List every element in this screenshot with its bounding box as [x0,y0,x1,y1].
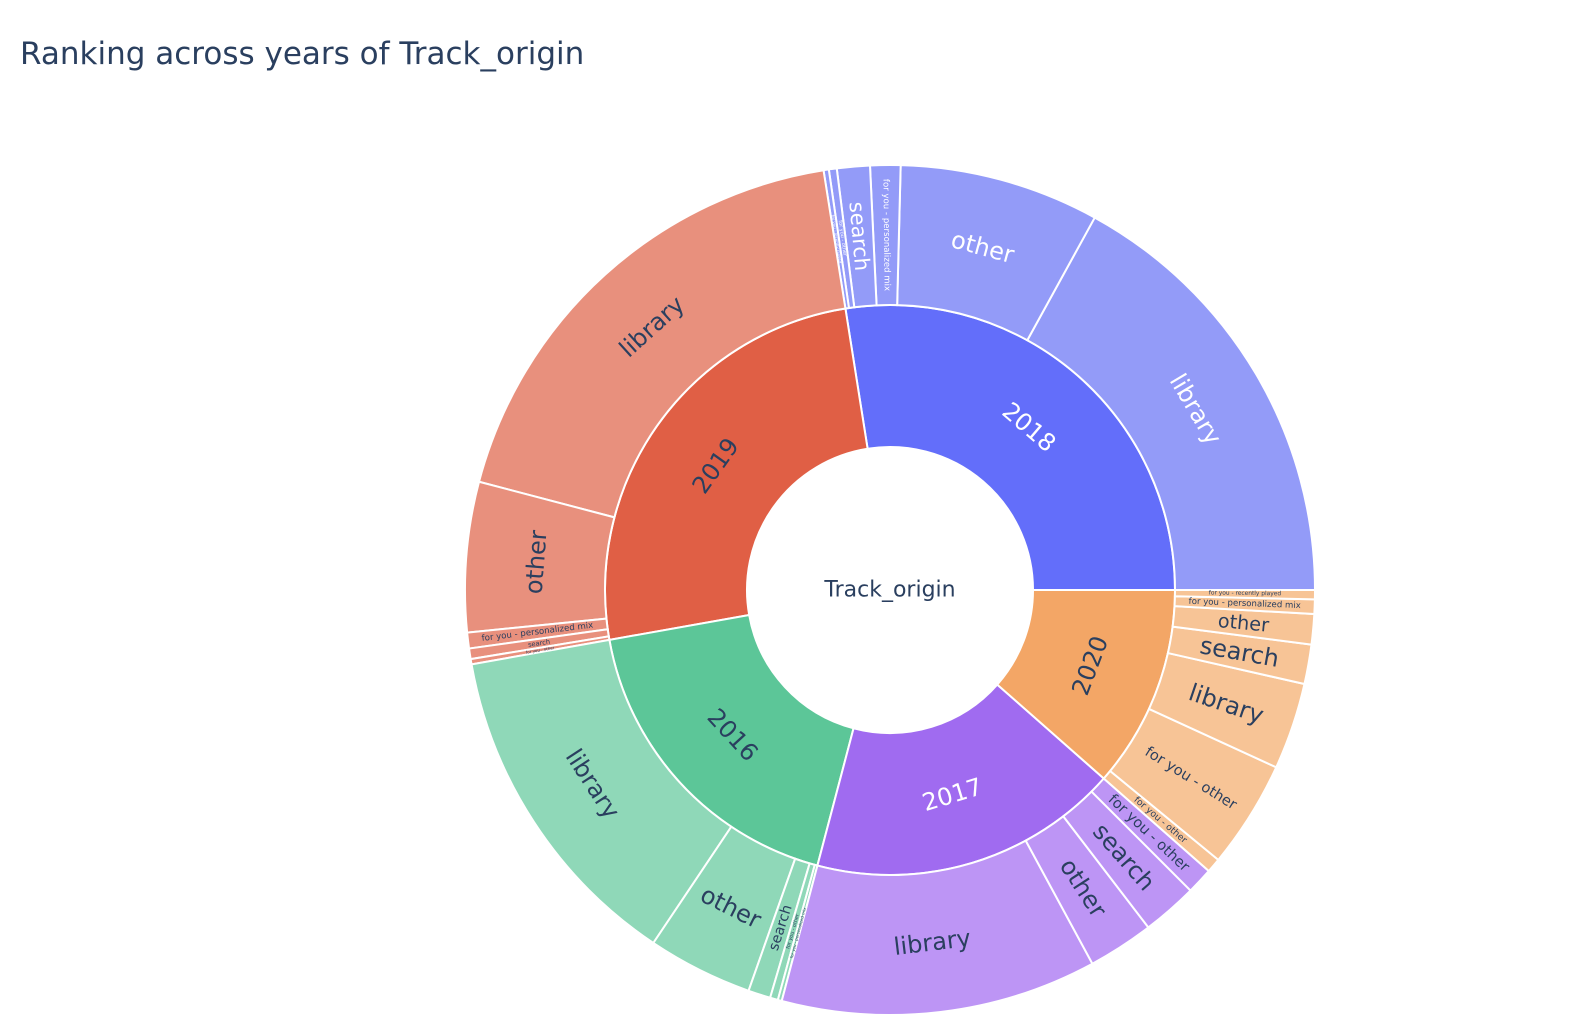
origin-label-2019-other: other [520,529,553,595]
origin-sector-2019-library[interactable] [477,169,847,519]
origin-sector-2018-library[interactable] [1025,216,1317,591]
sunburst-rings [464,164,1317,1016]
origin-label-2020-for-you-personalized-mix: for you - personalized mix [1188,597,1301,611]
root-label: Track_origin [823,578,955,603]
origin-label-2018-for-you-personalized-mix: for you - personalized mix [880,179,891,291]
origin-sector-2020-for-you-recently-played[interactable] [1173,589,1317,601]
origin-label-2019-search: search [527,638,550,649]
origin-label-2018-search: search [844,201,874,272]
chart-title: Ranking across years of Track_origin [20,36,585,72]
origin-label-2019-for-you-other: for you - other [525,645,555,655]
origin-label-2018-for-you-other: for you - other [837,220,848,257]
origin-label-2020-for-you-recently-played: for you - recently played [1209,591,1282,598]
origin-label-2020-other: other [1217,609,1270,637]
